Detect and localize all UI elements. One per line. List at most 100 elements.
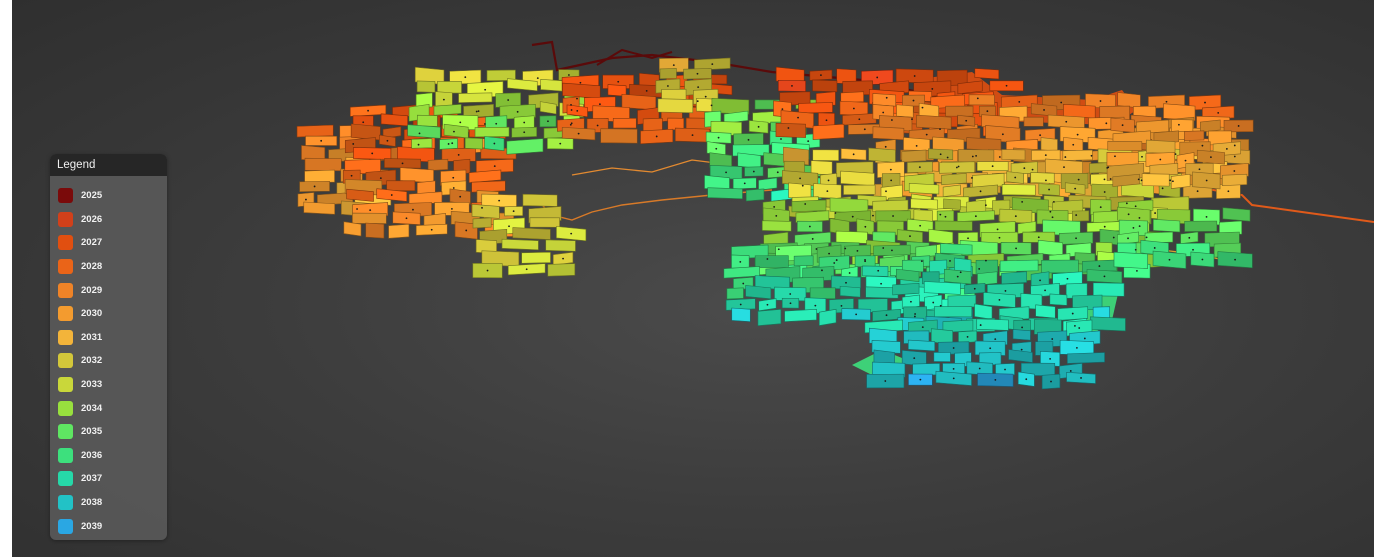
drillhole-dot <box>1069 370 1072 372</box>
drillhole-dot <box>811 238 814 240</box>
stope-block <box>835 230 868 244</box>
stope-block <box>521 251 551 264</box>
drillhole-dot <box>1015 247 1017 250</box>
drillhole-dot <box>1020 348 1023 351</box>
stope-block <box>1152 219 1181 233</box>
drillhole-dot <box>994 338 997 341</box>
drillhole-dot <box>1154 212 1157 214</box>
drillhole-dot <box>451 207 453 210</box>
stope-block <box>545 239 576 252</box>
stope-block <box>522 193 558 207</box>
drillhole-dot <box>889 168 892 171</box>
drillhole-dot <box>1060 101 1063 104</box>
drillhole-dot <box>447 143 450 145</box>
drillhole-dot <box>1052 200 1055 203</box>
legend-swatch <box>58 447 73 463</box>
legend-item: 2026 <box>58 208 167 232</box>
stope-block <box>783 146 809 166</box>
drillhole-dot <box>844 247 847 250</box>
drillhole-dot <box>1014 215 1017 218</box>
stope-block <box>474 126 510 138</box>
drillhole-dot <box>1161 187 1164 190</box>
drillhole-dot <box>672 64 675 67</box>
drillhole-dot <box>1098 265 1101 267</box>
stope-block <box>657 98 694 114</box>
stope-block <box>957 80 983 95</box>
drillhole-dot <box>1099 206 1102 209</box>
stope-block <box>471 204 500 219</box>
stope-block <box>1107 140 1143 152</box>
legend-item: 2031 <box>58 326 167 350</box>
drillhole-dot <box>848 272 851 274</box>
drillhole-dot <box>305 198 307 201</box>
stope-block <box>945 105 974 117</box>
legend-label: 2025 <box>81 190 103 202</box>
drillhole-dot <box>1031 168 1034 171</box>
drillhole-dot <box>996 228 999 231</box>
drillhole-dot <box>1105 122 1108 125</box>
drillhole-dot <box>1044 289 1046 292</box>
stope-block <box>472 217 492 229</box>
drillhole-dot <box>516 110 519 113</box>
mine-schedule-3d-model[interactable] <box>12 0 1374 557</box>
stope-block <box>896 104 914 118</box>
stope-block <box>433 103 462 116</box>
drillhole-dot <box>833 262 836 264</box>
legend-label: 2037 <box>81 473 103 485</box>
drillhole-dot <box>655 135 658 138</box>
stope-block <box>1008 349 1033 363</box>
stope-block <box>296 124 334 138</box>
drillhole-dot <box>814 304 817 307</box>
drillhole-dot <box>789 293 792 295</box>
drillhole-dot <box>1103 178 1106 181</box>
stope-block <box>380 113 408 127</box>
stope-block <box>974 68 1000 80</box>
stope-block <box>407 124 441 139</box>
legend-item: 2030 <box>58 302 167 326</box>
stope-block <box>840 91 864 104</box>
legend-swatch <box>58 188 73 204</box>
stope-block <box>968 94 995 106</box>
stope-block <box>1041 259 1079 274</box>
drillhole-dot <box>1001 133 1004 136</box>
drillhole-dot <box>486 269 489 272</box>
drillhole-dot <box>1004 290 1007 292</box>
stope-block <box>659 68 677 80</box>
drillhole-dot <box>475 110 478 113</box>
stope-block <box>1062 149 1093 161</box>
drillhole-dot <box>909 235 911 238</box>
stope-block <box>812 79 838 93</box>
stope-block <box>1106 151 1139 167</box>
drillhole-dot <box>1076 133 1079 136</box>
drillhole-dot <box>617 80 620 83</box>
drillhole-dot <box>932 301 935 304</box>
drillhole-dot <box>1075 237 1077 240</box>
drillhole-dot <box>523 121 526 124</box>
drillhole-dot <box>512 210 515 213</box>
stope-block <box>1219 220 1243 236</box>
stope-block <box>784 308 817 323</box>
stope-block <box>910 198 938 210</box>
stope-block <box>872 199 909 213</box>
stope-block <box>761 220 792 232</box>
drillhole-dot <box>876 76 879 79</box>
stope-block <box>812 149 840 161</box>
drillhole-markers <box>305 63 1240 383</box>
drillhole-dot <box>483 123 486 125</box>
drillhole-dot <box>804 203 807 205</box>
legend-item: 2033 <box>58 373 167 397</box>
stope-block <box>1023 116 1044 127</box>
drillhole-dot <box>921 106 924 109</box>
stope-block <box>1144 231 1174 244</box>
drillhole-dot <box>1076 347 1078 349</box>
drillhole-dot <box>525 268 528 271</box>
drillhole-dot <box>971 155 974 158</box>
stope-block <box>901 149 927 163</box>
drillhole-dot <box>430 228 433 231</box>
drillhole-dot <box>1048 188 1050 191</box>
legend-swatch <box>58 495 73 511</box>
viewport-3d[interactable]: Legend 2025 2026 2027 2028 2029 2030 2031 2032 2… <box>12 0 1374 557</box>
stope-block <box>862 265 889 277</box>
drillhole-dot <box>464 76 467 79</box>
stope-block <box>940 243 973 255</box>
